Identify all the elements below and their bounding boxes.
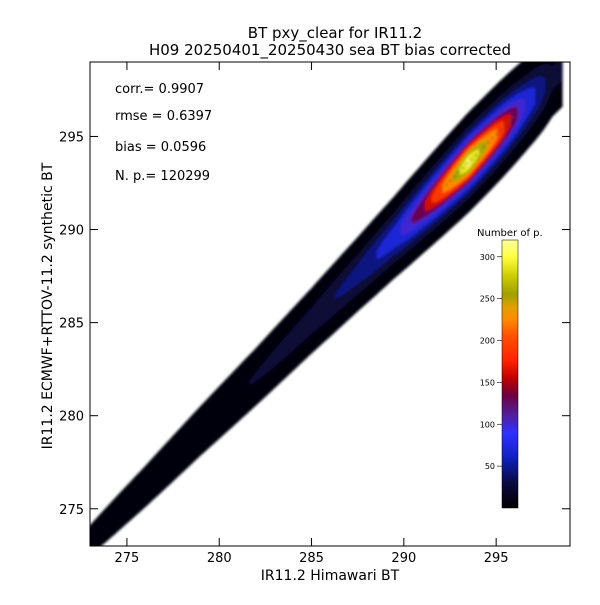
stat-rmse: rmse = 0.6397 [115,109,212,124]
y-tick-label: 280 [59,410,84,425]
x-tick-label: 285 [299,551,324,566]
y-tick-label: 295 [59,130,84,145]
chart-title: BT pxy_clear for IR11.2 [248,24,422,43]
stats-box: corr.= 0.9907 rmse = 0.6397 bias = 0.059… [115,82,212,184]
y-axis-label: IR11.2 ECMWF+RTTOV-11.2 synthetic BT [40,162,56,449]
colorbar-tick-label: 200 [480,337,495,346]
y-tick-label: 290 [59,224,84,239]
colorbar-tick-label: 150 [480,378,495,387]
stat-npoints: N. p.= 120299 [115,169,210,184]
colorbar-tick-label: 300 [480,253,495,262]
x-tick-label: 295 [484,551,509,566]
x-tick-label: 280 [207,551,232,566]
x-tick-label: 275 [115,551,140,566]
y-axis: 275 280 285 290 295 [59,130,570,518]
x-axis: 275 280 285 290 295 [115,62,509,566]
density-field [90,62,563,546]
colorbar-tick-label: 250 [480,295,495,304]
chart-subtitle: H09 20250401_20250430 sea BT bias correc… [149,41,511,60]
colorbar: Number of p. 50 100 150 200 250 300 [477,228,543,509]
x-axis-label: IR11.2 Himawari BT [261,568,400,584]
y-tick-label: 275 [59,503,84,518]
stat-corr: corr.= 0.9907 [115,82,204,97]
y-tick-label: 285 [59,317,84,332]
x-tick-label: 290 [391,551,416,566]
stat-bias: bias = 0.0596 [115,140,206,155]
colorbar-tick-label: 100 [480,420,495,429]
colorbar-tick-label: 50 [485,462,495,471]
colorbar-gradient [501,239,519,509]
plot-frame [89,61,571,547]
colorbar-title: Number of p. [477,228,543,239]
